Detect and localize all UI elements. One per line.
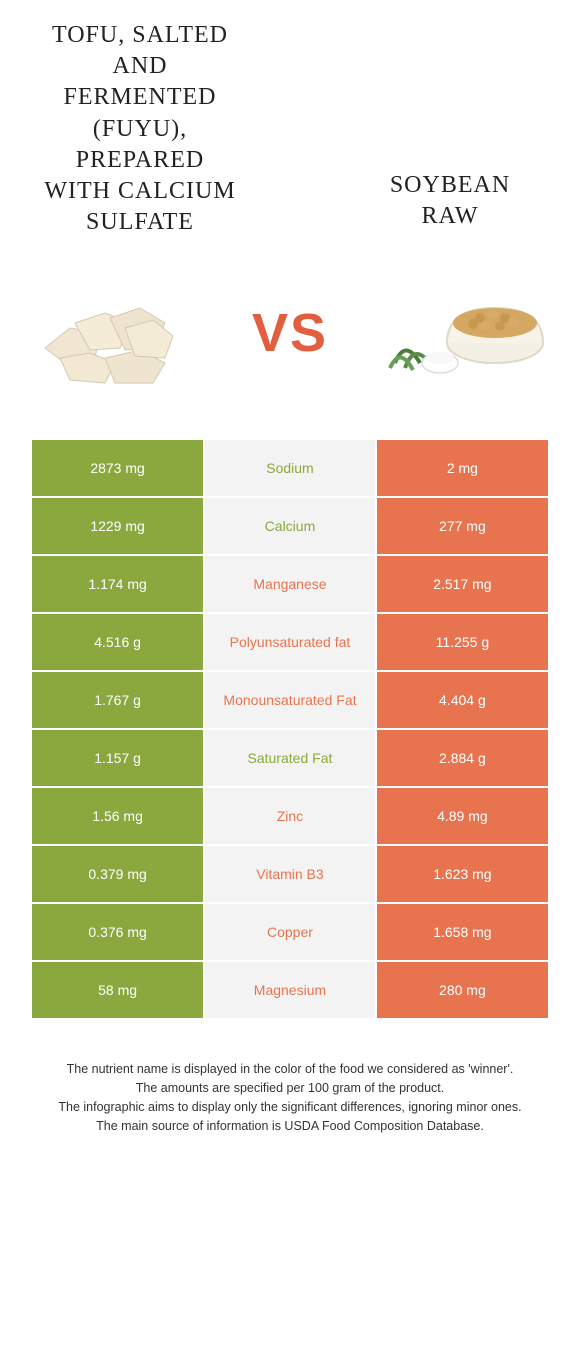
nutrient-label: Calcium: [204, 497, 376, 555]
left-value: 1.157 g: [31, 729, 204, 787]
nutrient-label: Magnesium: [204, 961, 376, 1019]
table-row: 0.376 mgCopper1.658 mg: [31, 903, 549, 961]
footer-line-1: The nutrient name is displayed in the co…: [20, 1060, 560, 1079]
left-food-title: Tofu, salted and fermented (fuyu), prepa…: [40, 20, 240, 238]
nutrient-label: Vitamin B3: [204, 845, 376, 903]
left-value: 1.767 g: [31, 671, 204, 729]
left-value: 1.56 mg: [31, 787, 204, 845]
nutrient-label: Polyunsaturated fat: [204, 613, 376, 671]
table-row: 1229 mgCalcium277 mg: [31, 497, 549, 555]
tofu-image: [25, 268, 195, 398]
table-row: 58 mgMagnesium280 mg: [31, 961, 549, 1019]
table-row: 0.379 mgVitamin B31.623 mg: [31, 845, 549, 903]
table-row: 1.157 gSaturated Fat2.884 g: [31, 729, 549, 787]
left-value: 58 mg: [31, 961, 204, 1019]
table-row: 4.516 gPolyunsaturated fat11.255 g: [31, 613, 549, 671]
table-row: 1.174 mgManganese2.517 mg: [31, 555, 549, 613]
right-value: 1.658 mg: [376, 903, 549, 961]
table-row: 1.56 mgZinc4.89 mg: [31, 787, 549, 845]
right-food-title: Soybean raw: [360, 170, 540, 232]
right-value: 4.89 mg: [376, 787, 549, 845]
vs-label: VS: [252, 302, 328, 364]
right-value: 11.255 g: [376, 613, 549, 671]
table-row: 2873 mgSodium2 mg: [31, 439, 549, 497]
right-value: 1.623 mg: [376, 845, 549, 903]
soybean-image: [385, 268, 555, 398]
footer-line-2: The amounts are specified per 100 gram o…: [20, 1079, 560, 1098]
nutrient-label: Sodium: [204, 439, 376, 497]
comparison-table: 2873 mgSodium2 mg1229 mgCalcium277 mg1.1…: [30, 438, 550, 1020]
footer-notes: The nutrient name is displayed in the co…: [0, 1020, 580, 1165]
left-value: 2873 mg: [31, 439, 204, 497]
left-value: 4.516 g: [31, 613, 204, 671]
right-value: 2.517 mg: [376, 555, 549, 613]
right-value: 2.884 g: [376, 729, 549, 787]
left-value: 0.379 mg: [31, 845, 204, 903]
vs-row: VS: [0, 238, 580, 438]
table-row: 1.767 gMonounsaturated Fat4.404 g: [31, 671, 549, 729]
right-value: 277 mg: [376, 497, 549, 555]
left-value: 1.174 mg: [31, 555, 204, 613]
nutrient-label: Manganese: [204, 555, 376, 613]
left-value: 0.376 mg: [31, 903, 204, 961]
nutrient-label: Copper: [204, 903, 376, 961]
header: Tofu, salted and fermented (fuyu), prepa…: [0, 0, 580, 238]
nutrient-label: Monounsaturated Fat: [204, 671, 376, 729]
right-value: 4.404 g: [376, 671, 549, 729]
footer-line-3: The infographic aims to display only the…: [20, 1098, 560, 1117]
left-value: 1229 mg: [31, 497, 204, 555]
footer-line-4: The main source of information is USDA F…: [20, 1117, 560, 1136]
nutrient-label: Saturated Fat: [204, 729, 376, 787]
right-value: 280 mg: [376, 961, 549, 1019]
right-value: 2 mg: [376, 439, 549, 497]
nutrient-label: Zinc: [204, 787, 376, 845]
